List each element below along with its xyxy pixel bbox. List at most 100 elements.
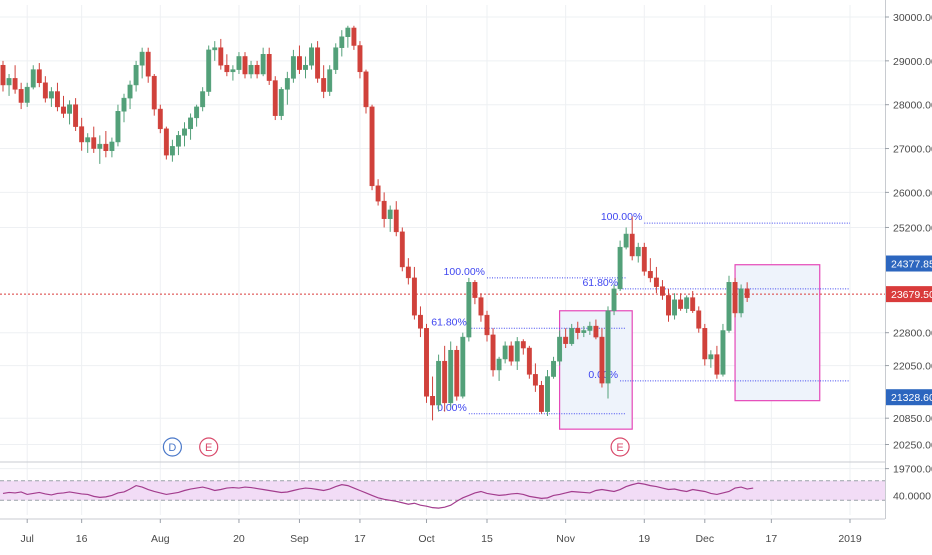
candle-body (520, 341, 526, 349)
candle-body (454, 349, 460, 397)
price-badge (886, 286, 932, 303)
candle-body (678, 299, 684, 309)
fib-level-label: 100.00% (601, 211, 642, 223)
candle-body (430, 396, 436, 406)
candle-body (230, 69, 236, 73)
price-tick-label: 22050.00 (893, 361, 932, 373)
candle-body (55, 91, 60, 108)
candle-body (139, 51, 145, 66)
candle-body (369, 106, 375, 187)
candle-body (351, 27, 357, 46)
candle-body (266, 54, 272, 81)
candle-body (405, 266, 411, 279)
price-tick-label: 20850.00 (893, 413, 932, 425)
candle-body (666, 295, 671, 316)
candle-body (411, 277, 417, 316)
candle-body (157, 108, 163, 130)
price-tick-label: 25200.00 (893, 222, 932, 234)
candle-body (145, 51, 151, 77)
time-tick-label: Sep (290, 533, 309, 545)
candle-body (466, 282, 472, 338)
candle-body (163, 128, 169, 156)
candle-body (297, 56, 302, 70)
candle-body (248, 64, 254, 75)
grid-layer (0, 5, 885, 515)
candle-body (321, 78, 327, 92)
candle-body (182, 128, 187, 136)
candle-body (672, 299, 677, 316)
candle-body (18, 89, 24, 103)
candle-body (496, 358, 502, 371)
candle-body (399, 231, 405, 268)
time-tick-label: Nov (556, 533, 575, 545)
candle-body (42, 82, 48, 99)
candle-body (684, 297, 690, 309)
candle-body (194, 106, 200, 119)
candle-body (635, 246, 641, 257)
candle-body (611, 288, 617, 312)
time-tick-label: 15 (481, 533, 493, 545)
candle-body (254, 64, 260, 75)
event-marker-circle (162, 437, 182, 457)
candle-body (381, 200, 387, 219)
candle-body (103, 143, 109, 151)
candle-body (569, 328, 575, 344)
candle-body (224, 64, 230, 73)
candle-body (696, 310, 702, 329)
candle-body (460, 336, 466, 397)
rsi-panel (0, 461, 885, 509)
candle-body (24, 86, 30, 103)
fib-level-label: 0.00% (437, 402, 467, 414)
candle-body (393, 209, 399, 233)
candle-body (303, 64, 308, 70)
candle-body (200, 91, 206, 108)
candle-body (315, 47, 321, 79)
price-badge (886, 389, 932, 406)
candle-body (212, 47, 218, 51)
price-badge-label: 24377.85 (891, 259, 932, 271)
candle-body (85, 137, 91, 143)
candle-body (387, 209, 393, 219)
fib-level-label: 61.80% (582, 277, 618, 289)
price-tick-label: 19700.00 (893, 464, 932, 476)
candle-body (309, 47, 315, 66)
price-tick-label: 27000.00 (893, 144, 932, 156)
price-axis-bg (885, 0, 932, 550)
candle-body (605, 310, 611, 384)
candle-body (551, 360, 556, 377)
candle-body (236, 56, 242, 70)
candle-body (490, 334, 496, 371)
price-tick-label: 20250.00 (893, 440, 932, 452)
candle-body (653, 277, 659, 287)
candle-body (472, 282, 478, 298)
time-tick-label: 17 (354, 533, 366, 545)
event-marker-label: E (205, 442, 212, 454)
price-tick-label: 29000.00 (893, 56, 932, 68)
candle-body (690, 297, 696, 312)
candle-body (660, 286, 665, 296)
candle-body (532, 374, 538, 386)
candle-body (448, 349, 454, 404)
candle-body (478, 297, 484, 316)
time-tick-label: 2019 (838, 533, 862, 545)
candle-body (176, 135, 181, 147)
candle-body (738, 288, 744, 314)
candle-body (557, 336, 563, 362)
price-tick-label: 28000.00 (893, 100, 932, 112)
time-tick-label: Dec (695, 533, 714, 545)
candle-body (526, 347, 532, 375)
range-box (734, 264, 821, 402)
candle-body (290, 56, 296, 79)
candle-body (708, 354, 714, 360)
price-tick-label: 22800.00 (893, 328, 932, 340)
candle-body (121, 97, 127, 112)
candle-body (151, 75, 157, 110)
candle-body (73, 104, 79, 127)
candle-body (508, 345, 514, 362)
candle-body (563, 336, 569, 344)
event-marker-circle (199, 437, 219, 457)
candle-body (599, 336, 605, 384)
fib-level-label: 61.80% (431, 316, 467, 328)
